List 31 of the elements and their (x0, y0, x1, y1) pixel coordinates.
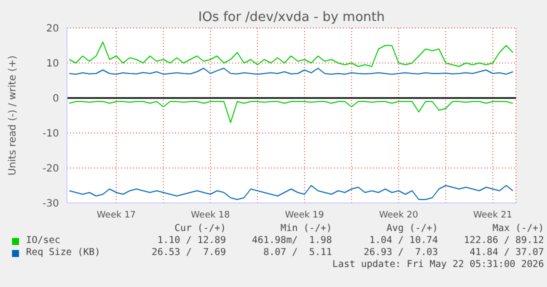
text: 461.98m/ 1.98 (250, 235, 332, 247)
line-series (68, 101, 514, 123)
text: Last update: Fri May 22 05:31:00 2026 (331, 259, 544, 271)
x-tick-label: Week 18 (190, 210, 230, 220)
text: 41.84 / 37.07 (468, 247, 544, 259)
legend-label: Req Size (KB) (25, 247, 102, 259)
text: 1.04 / 10.74 (368, 235, 438, 247)
text: 1.10 / 12.89 (156, 235, 226, 247)
y-tick-label: 20 (46, 24, 59, 35)
text: Min (-/+) (280, 223, 332, 235)
text: 122.86 / 89.12 (462, 235, 544, 247)
legend-label: IO/sec (25, 235, 62, 247)
text: Max (-/+) (492, 223, 544, 235)
y-tick-label: 10 (46, 58, 59, 70)
text: Avg (-/+) (386, 223, 438, 235)
x-tick-label: Week 19 (285, 210, 324, 220)
y-tick-label: -10 (42, 128, 59, 140)
y-tick-label: -30 (42, 198, 59, 210)
y-tick-label: -20 (42, 164, 59, 175)
x-tick-label: Week 17 (96, 210, 136, 220)
text: 26.93 / 7.03 (362, 247, 438, 259)
x-tick-label: Week 21 (473, 210, 512, 220)
y-axis-title: Units read (-) / write (+) (8, 55, 19, 176)
line-series (68, 185, 514, 200)
text: Cur (-/+) (174, 223, 226, 235)
x-tick-label: Week 20 (379, 210, 418, 220)
chart-title: IOs for /dev/xvda - by month (197, 10, 386, 25)
text: 26.53 / 7.69 (150, 247, 226, 259)
text: 8.07 / 5.11 (262, 247, 332, 259)
y-tick-label: 0 (52, 94, 59, 105)
line-series (68, 42, 514, 67)
